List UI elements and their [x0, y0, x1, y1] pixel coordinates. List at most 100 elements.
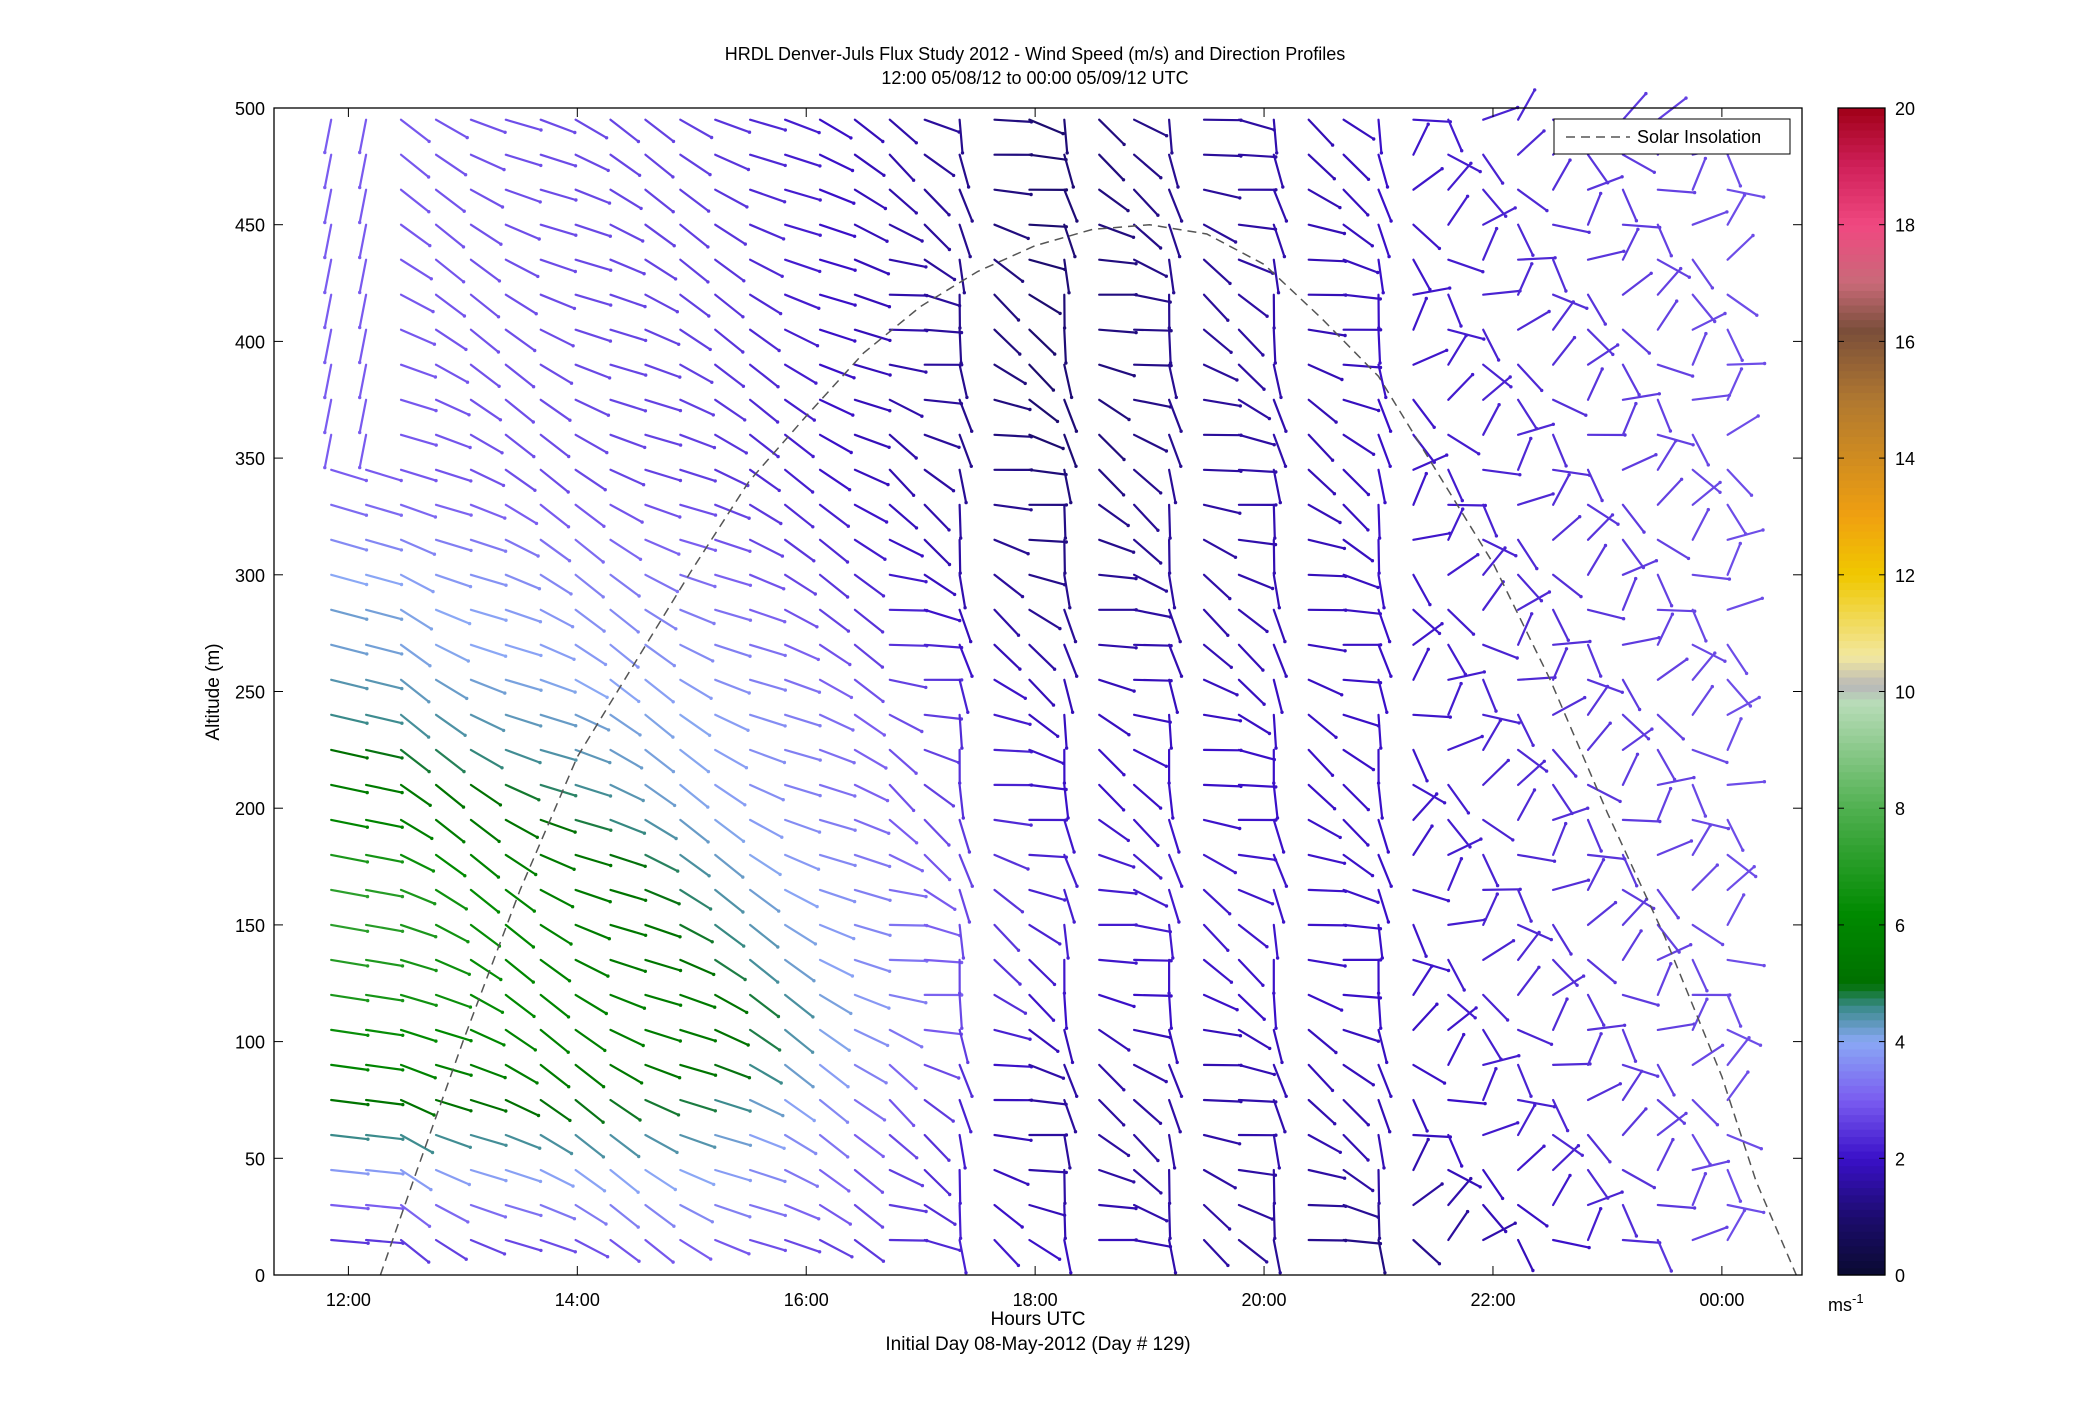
wind-barb-tip — [1284, 219, 1289, 223]
wind-barb-tip — [1564, 289, 1568, 293]
wind-barb-tip — [430, 836, 434, 841]
wind-barb — [1656, 962, 1672, 997]
wind-barb-tip — [569, 942, 573, 946]
wind-barb-tip — [400, 998, 405, 1003]
wind-barb — [434, 1028, 473, 1042]
colorbar-stripe — [1838, 1092, 1885, 1101]
wind-barb — [399, 643, 431, 667]
wind-barb — [644, 783, 676, 807]
wind-barb — [853, 1238, 885, 1263]
colorbar-stripe — [1838, 939, 1885, 948]
wind-barb-tip — [741, 875, 745, 879]
colorbar-stripe — [1838, 531, 1885, 539]
wind-barb-tip — [1599, 191, 1603, 196]
wind-barb-tip — [1238, 196, 1242, 200]
wind-barb — [1132, 993, 1173, 998]
wind-barb-tip — [401, 1068, 405, 1072]
wind-barb — [1272, 153, 1284, 189]
wind-barb-tip — [358, 255, 362, 260]
wind-barb — [1167, 468, 1177, 504]
wind-barb-tip — [951, 173, 956, 178]
wind-barb — [574, 1098, 605, 1124]
wind-barb — [504, 1238, 543, 1252]
wind-barb-tip — [1233, 1186, 1237, 1190]
wind-barb — [853, 258, 890, 275]
wind-barb-tip — [432, 552, 437, 556]
wind-barb — [1412, 1238, 1441, 1265]
wind-barb — [714, 1168, 752, 1182]
wind-barb — [1098, 958, 1138, 965]
wind-barb — [609, 958, 647, 973]
wind-barb-tip — [643, 304, 647, 309]
wind-barb — [783, 188, 822, 202]
wind-barb — [574, 1028, 606, 1052]
wind-barb-tip — [1459, 324, 1463, 328]
wind-barb — [1028, 608, 1062, 630]
wind-barb — [679, 993, 716, 1009]
wind-barb — [1028, 923, 1061, 946]
wind-barb — [853, 1028, 889, 1047]
wind-barb — [679, 503, 717, 517]
wind-barb-tip — [1511, 939, 1516, 943]
wind-barb — [818, 1203, 852, 1226]
wind-barb-tip — [1603, 543, 1608, 548]
wind-barb — [1237, 1098, 1277, 1104]
wind-barb-tip — [366, 1068, 370, 1072]
wind-barb — [1656, 573, 1673, 607]
wind-barb — [679, 608, 716, 625]
wind-barb-tip — [815, 1184, 819, 1188]
wind-barb-tip — [1705, 997, 1709, 1001]
wind-barb-tip — [1508, 375, 1512, 379]
wind-barb-tip — [574, 198, 578, 202]
wind-barb — [1586, 1190, 1624, 1207]
wind-barb — [783, 888, 819, 908]
wind-barb — [958, 223, 972, 258]
wind-barb — [469, 853, 500, 879]
wind-barb-tip — [636, 139, 641, 144]
wind-barb-tip — [776, 1014, 781, 1019]
wind-barb-tip — [847, 488, 852, 492]
wind-barb — [399, 153, 430, 179]
wind-barb-tip — [776, 454, 780, 459]
wind-barb-tip — [323, 150, 327, 155]
wind-barb-tip — [537, 798, 541, 802]
wind-barb — [434, 853, 466, 877]
wind-barb — [1028, 468, 1068, 476]
wind-barb — [1482, 993, 1509, 1022]
wind-barb — [714, 153, 750, 171]
wind-barb — [1621, 92, 1648, 121]
wind-barb-tip — [461, 805, 466, 809]
wind-barb-tip — [1342, 546, 1347, 551]
wind-barb — [1656, 943, 1692, 962]
colorbar-stripe — [1838, 487, 1885, 496]
wind-barb — [1482, 289, 1522, 296]
wind-barb-tip — [502, 167, 506, 172]
wind-barb — [1656, 363, 1694, 378]
wind-barb — [853, 118, 884, 143]
wind-barb — [399, 1238, 430, 1264]
wind-barb-tip — [970, 674, 974, 678]
wind-barb — [1447, 1210, 1469, 1242]
wind-barb — [783, 503, 814, 528]
wind-barb — [714, 1203, 751, 1218]
wind-barb — [539, 573, 573, 596]
wind-barb-tip — [1738, 541, 1743, 546]
wind-barb-tip — [848, 1222, 852, 1226]
wind-barb — [1342, 748, 1375, 771]
wind-barb-tip — [748, 1143, 753, 1148]
wind-barb-tip — [366, 1241, 370, 1245]
wind-barb — [1167, 573, 1176, 609]
wind-barb-tip — [1504, 1229, 1508, 1234]
wind-barb — [358, 118, 368, 154]
wind-barb-tip — [1726, 1159, 1731, 1164]
wind-barb — [748, 853, 782, 876]
wind-barb-tip — [1478, 169, 1482, 174]
wind-barb-tip — [1165, 1219, 1169, 1223]
wind-barb — [1272, 1133, 1281, 1170]
wind-barb — [1237, 888, 1274, 905]
wind-barb-tip — [427, 1224, 432, 1229]
wind-barb — [993, 398, 1032, 411]
wind-barb-tip — [1608, 721, 1612, 725]
wind-barb — [853, 783, 889, 802]
wind-barb-tip — [1122, 1088, 1126, 1092]
